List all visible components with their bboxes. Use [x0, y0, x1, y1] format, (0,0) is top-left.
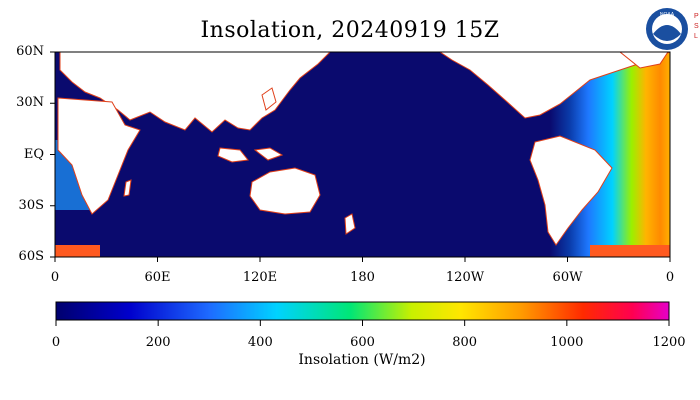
lon-tick-label: 180 [350, 270, 375, 285]
eurasia-landmass [59, 52, 331, 133]
antarctic-strip [55, 245, 100, 257]
greenland-landmass [619, 52, 669, 69]
lat-tick-label: 30S [18, 197, 44, 213]
svg-text:L: L [694, 33, 698, 40]
noaa-logo: NOAA P S L [644, 4, 700, 54]
landmasses [57, 52, 670, 246]
colorbar-tick-marks [55, 320, 670, 326]
new-zealand-landmass [344, 213, 356, 235]
colorbar [55, 301, 670, 321]
map-title: Insolation, 20240919 15Z [200, 18, 500, 43]
colorbar-tick-label: 400 [247, 335, 273, 350]
colorbar-label: Insolation (W/m2) [298, 352, 426, 368]
australia-landmass [249, 167, 321, 215]
lat-tick-label: 30N [16, 95, 44, 111]
lon-tick-label: 60W [552, 270, 583, 285]
colorbar-tick-label: 1200 [652, 335, 686, 350]
south-america-landmass [529, 135, 613, 246]
japan-landmass [261, 87, 277, 111]
lat-tick-label: 60S [18, 249, 44, 264]
indonesia-landmass [217, 147, 249, 163]
colorbar-tick-label: 200 [145, 335, 171, 350]
lon-tick-label: 60E [144, 270, 171, 285]
svg-text:NOAA: NOAA [660, 12, 675, 18]
colorbar-tick-label: 600 [350, 335, 375, 350]
svg-text:S: S [694, 23, 699, 30]
lon-tick-label: 0 [665, 270, 675, 285]
lon-tick-label: 120E [242, 270, 278, 285]
lat-tick-label: 60N [16, 44, 44, 59]
svg-text:P: P [694, 13, 699, 20]
colorbar-tick-label: 1000 [550, 335, 584, 350]
new-guinea-landmass [253, 147, 284, 161]
madagascar-landmass [123, 179, 132, 197]
map-tick-marks [50, 51, 671, 262]
antarctic-strip-east [590, 245, 670, 257]
colorbar-tick-label: 0 [51, 335, 61, 350]
lon-tick-label: 0 [50, 270, 60, 285]
africa-landmass [57, 97, 141, 215]
lat-tick-label: EQ [23, 146, 44, 162]
colorbar-tick-label: 800 [452, 335, 478, 350]
lon-tick-label: 120W [445, 270, 485, 285]
